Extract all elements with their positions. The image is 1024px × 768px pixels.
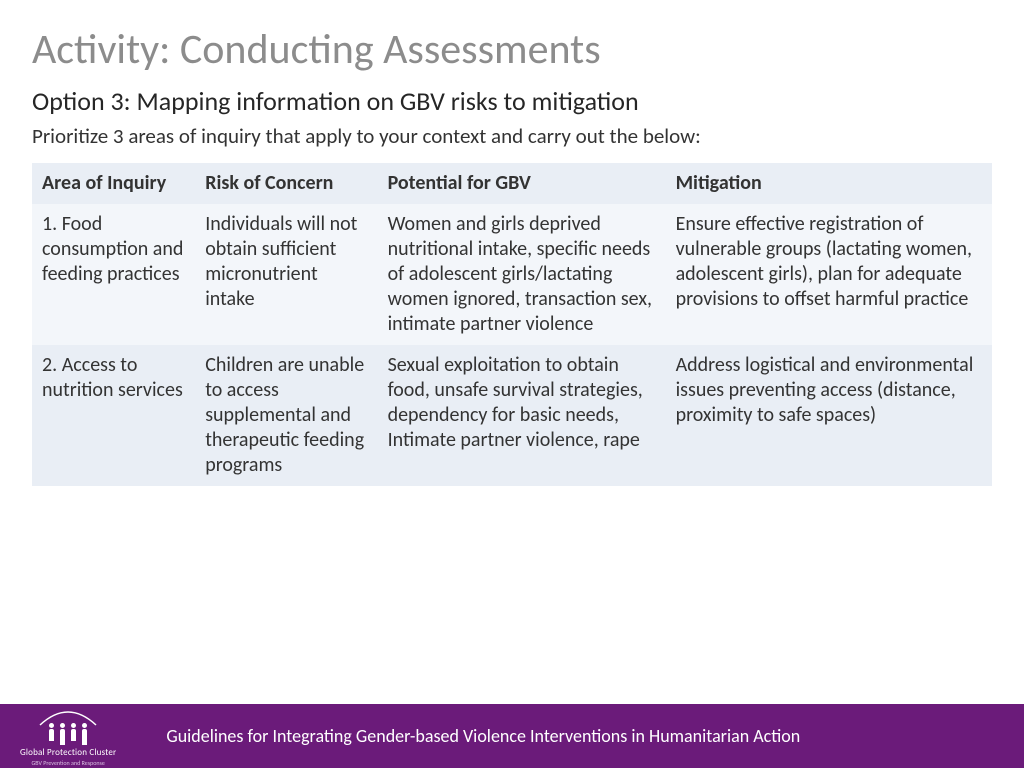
cell-mitigation: Ensure effective registration of vulnera…: [666, 204, 992, 345]
table-header-row: Area of Inquiry Risk of Concern Potentia…: [32, 163, 992, 204]
content-area: Activity: Conducting Assessments Option …: [0, 0, 1024, 704]
cell-risk: Individuals will not obtain sufficient m…: [195, 204, 377, 345]
cell-mitigation: Address logistical and environmental iss…: [666, 345, 992, 486]
cell-potential: Sexual exploitation to obtain food, unsa…: [378, 345, 666, 486]
instructions-text: Prioritize 3 areas of inquiry that apply…: [32, 123, 992, 149]
gbv-mapping-table: Area of Inquiry Risk of Concern Potentia…: [32, 163, 992, 486]
slide-title: Activity: Conducting Assessments: [32, 24, 992, 75]
cell-area: 2. Access to nutrition services: [32, 345, 195, 486]
col-header-potential: Potential for GBV: [378, 163, 666, 204]
logo-arc-icon: [34, 705, 102, 727]
col-header-risk: Risk of Concern: [195, 163, 377, 204]
cell-potential: Women and girls deprived nutritional int…: [378, 204, 666, 345]
col-header-area: Area of Inquiry: [32, 163, 195, 204]
slide: Activity: Conducting Assessments Option …: [0, 0, 1024, 768]
table-row: 2. Access to nutrition services Children…: [32, 345, 992, 486]
footer-text: Guidelines for Integrating Gender-based …: [166, 725, 800, 747]
cell-risk: Children are unable to access supplement…: [195, 345, 377, 486]
logo-label: Global Protection Cluster: [20, 747, 116, 758]
col-header-mitigation: Mitigation: [666, 163, 992, 204]
slide-subtitle: Option 3: Mapping information on GBV ris…: [32, 85, 992, 117]
table-row: 1. Food consumption and feeding practice…: [32, 204, 992, 345]
logo-sublabel: GBV Prevention and Response: [31, 759, 104, 767]
gpc-logo: Global Protection Cluster GBV Prevention…: [20, 705, 116, 767]
cell-area: 1. Food consumption and feeding practice…: [32, 204, 195, 345]
footer-bar: Global Protection Cluster GBV Prevention…: [0, 704, 1024, 768]
